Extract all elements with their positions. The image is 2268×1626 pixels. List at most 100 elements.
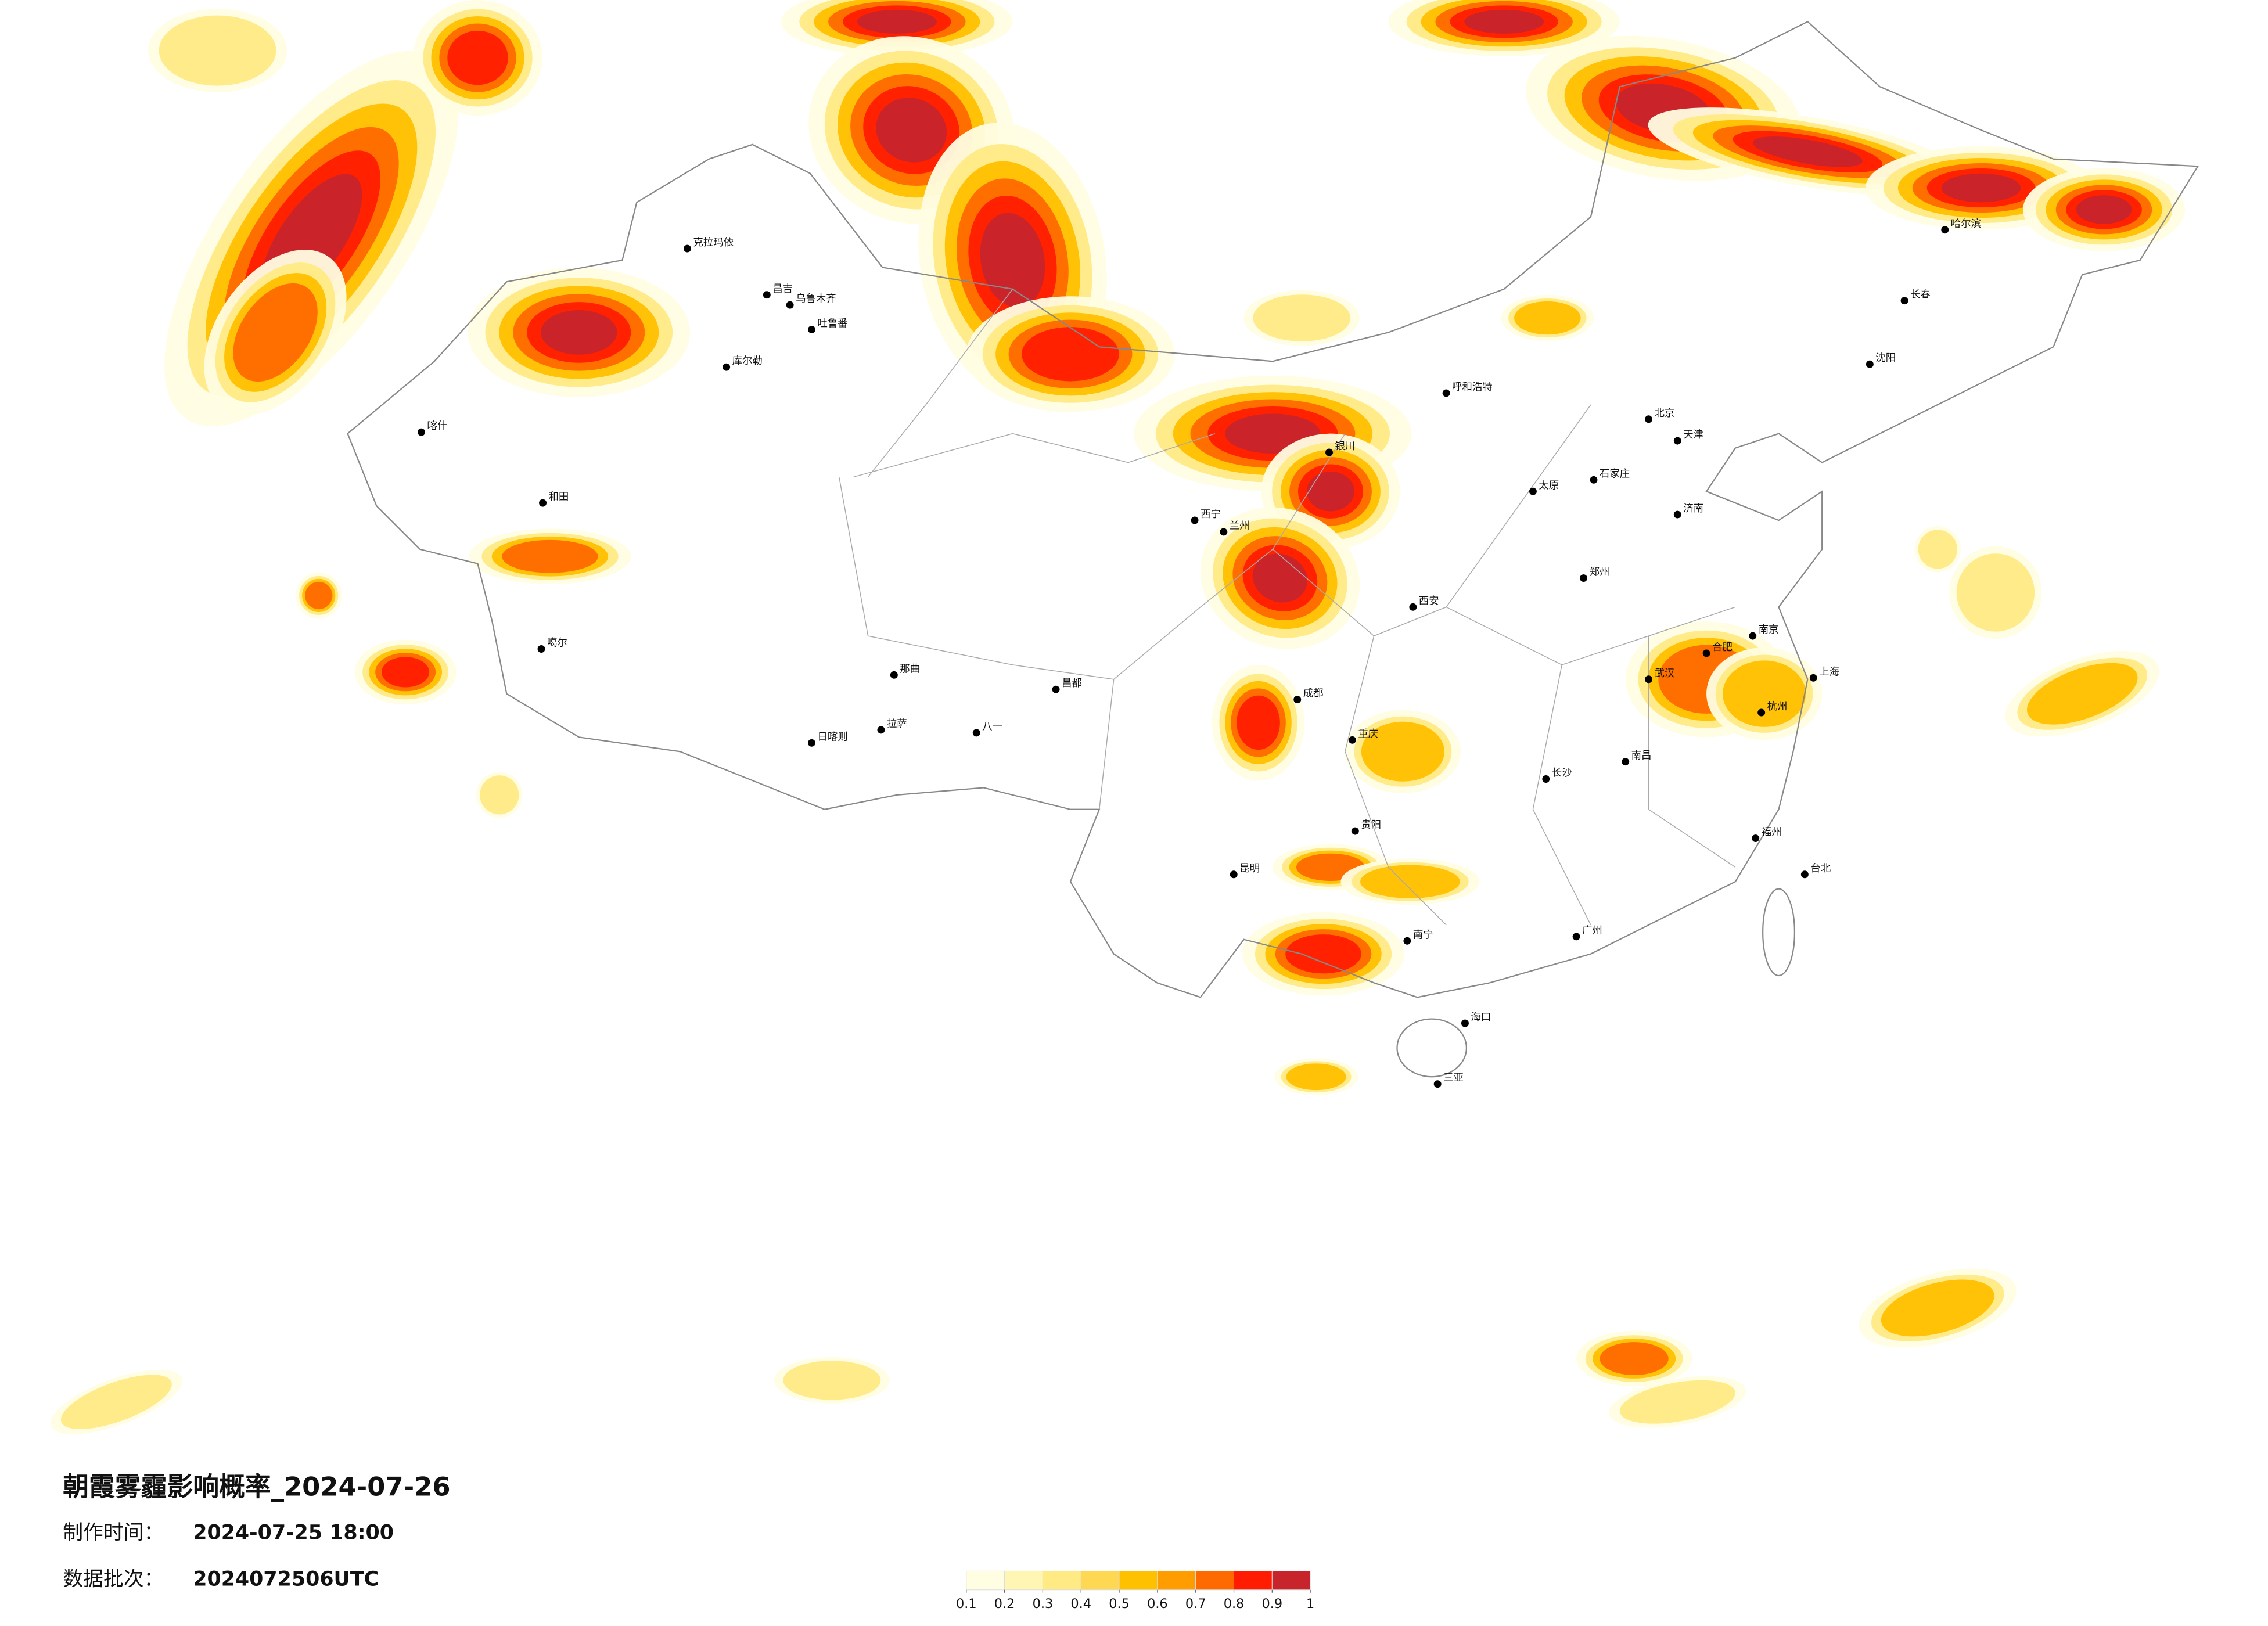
city-label: 吐鲁番: [817, 318, 847, 330]
city-label: 合肥: [1712, 642, 1733, 653]
colorbar-cell: [1195, 1570, 1235, 1591]
city-dot: [1900, 297, 1908, 305]
colorbar-label: 0.2: [994, 1596, 1015, 1611]
city-label: 济南: [1683, 503, 1703, 515]
colorbar-cell: [966, 1570, 1005, 1591]
city-dot: [786, 301, 794, 309]
city-label: 西宁: [1201, 509, 1221, 520]
heat-blob: [857, 9, 937, 34]
data-batch-label: 数据批次：: [63, 1567, 164, 1591]
city-label: 昆明: [1239, 863, 1260, 875]
heat-blob: [1956, 553, 2035, 632]
city-label: 北京: [1655, 408, 1675, 419]
city-dot: [723, 363, 731, 371]
city-label: 噶尔: [547, 638, 567, 649]
city-label: 杭州: [1767, 701, 1788, 713]
city-dot: [1325, 448, 1333, 456]
city-dot: [808, 739, 815, 747]
heat-blob: [159, 15, 276, 86]
city-label: 八一: [982, 721, 1002, 733]
city-label: 天津: [1683, 429, 1703, 441]
city-dot: [1348, 736, 1356, 744]
heat-blob: [502, 539, 598, 573]
colorbar-cell: [1234, 1570, 1273, 1591]
city-dot: [877, 726, 885, 734]
city-label: 和田: [549, 491, 569, 503]
heat-blob: [980, 213, 1045, 308]
city-dot: [1409, 603, 1417, 611]
colorbar-label: 0.1: [956, 1596, 977, 1611]
city-dot: [1461, 1019, 1469, 1027]
city-dot: [537, 645, 545, 653]
heat-blob: [1252, 553, 1308, 603]
heat-blob: [1881, 1279, 1994, 1337]
city-dot: [1433, 1080, 1442, 1088]
city-label: 库尔勒: [732, 355, 763, 367]
city-dot: [1403, 937, 1411, 945]
city-dot: [1191, 516, 1199, 524]
heat-blob: [1361, 721, 1444, 782]
heat-blob: [480, 775, 519, 815]
heat-blob: [2076, 195, 2132, 224]
heat-blob: [305, 581, 333, 610]
colorbar-label: 0.9: [1262, 1596, 1283, 1611]
city-label: 乌鲁木齐: [796, 293, 836, 305]
colorbar-label: 0.5: [1109, 1596, 1130, 1611]
city-dot: [1800, 870, 1809, 879]
city-dot: [683, 244, 691, 253]
city-dot: [1542, 775, 1550, 783]
city-label: 广州: [1582, 925, 1602, 937]
city-dot: [1866, 360, 1874, 368]
province-lines: [839, 289, 1736, 926]
city-dot: [1645, 675, 1653, 684]
city-label: 昌都: [1062, 678, 1082, 689]
city-dot: [808, 325, 815, 333]
city-label: 长春: [1910, 289, 1931, 301]
city-label: 重庆: [1358, 728, 1378, 740]
title: 朝霞雾霾影响概率_2024-07-26: [63, 1472, 450, 1502]
heat-blob: [1237, 695, 1280, 750]
city-dot: [1673, 510, 1681, 519]
city-dot: [1529, 487, 1537, 495]
heat-blob: [1752, 136, 1863, 167]
colorbar-label: 0.4: [1070, 1596, 1091, 1611]
city-label: 成都: [1303, 688, 1324, 700]
city-dot: [1572, 933, 1580, 941]
city-dot: [1220, 528, 1228, 536]
city-label: 喀什: [427, 420, 447, 432]
city-label: 拉萨: [887, 718, 907, 730]
heat-blob: [1918, 530, 1957, 569]
colorbar-cell: [1271, 1570, 1311, 1591]
city-label: 昌吉: [772, 283, 793, 295]
colorbar-cell: [1004, 1570, 1043, 1591]
city-label: 海口: [1471, 1012, 1491, 1023]
city-label: 台北: [1810, 863, 1831, 875]
city-dot: [1752, 834, 1760, 843]
heat-blob: [1285, 934, 1361, 974]
city-label: 贵阳: [1361, 819, 1381, 831]
city-label: 太原: [1539, 480, 1559, 491]
heat-blob: [876, 98, 947, 163]
heat-blob: [233, 283, 318, 382]
city-label: 沈阳: [1875, 352, 1896, 364]
mainland-border: [347, 20, 2199, 998]
city-label: 上海: [1819, 666, 1839, 678]
heat-blob: [1360, 865, 1460, 898]
city-label: 日喀则: [817, 731, 847, 743]
probability-field: [51, 0, 2185, 1434]
taiwan: [1762, 888, 1796, 977]
city-label: 银川: [1335, 441, 1355, 452]
city-dot: [1442, 389, 1450, 397]
heat-blob: [1619, 1380, 1735, 1424]
city-dot: [418, 428, 425, 436]
hainan: [1396, 1018, 1468, 1078]
heat-blob: [1286, 1063, 1346, 1091]
heat-blob: [1514, 301, 1581, 335]
heat-blob: [2026, 663, 2138, 725]
city-dot: [763, 291, 771, 299]
city-label: 那曲: [900, 663, 920, 675]
city-dot: [890, 671, 898, 679]
city-label: 三亚: [1443, 1073, 1464, 1084]
